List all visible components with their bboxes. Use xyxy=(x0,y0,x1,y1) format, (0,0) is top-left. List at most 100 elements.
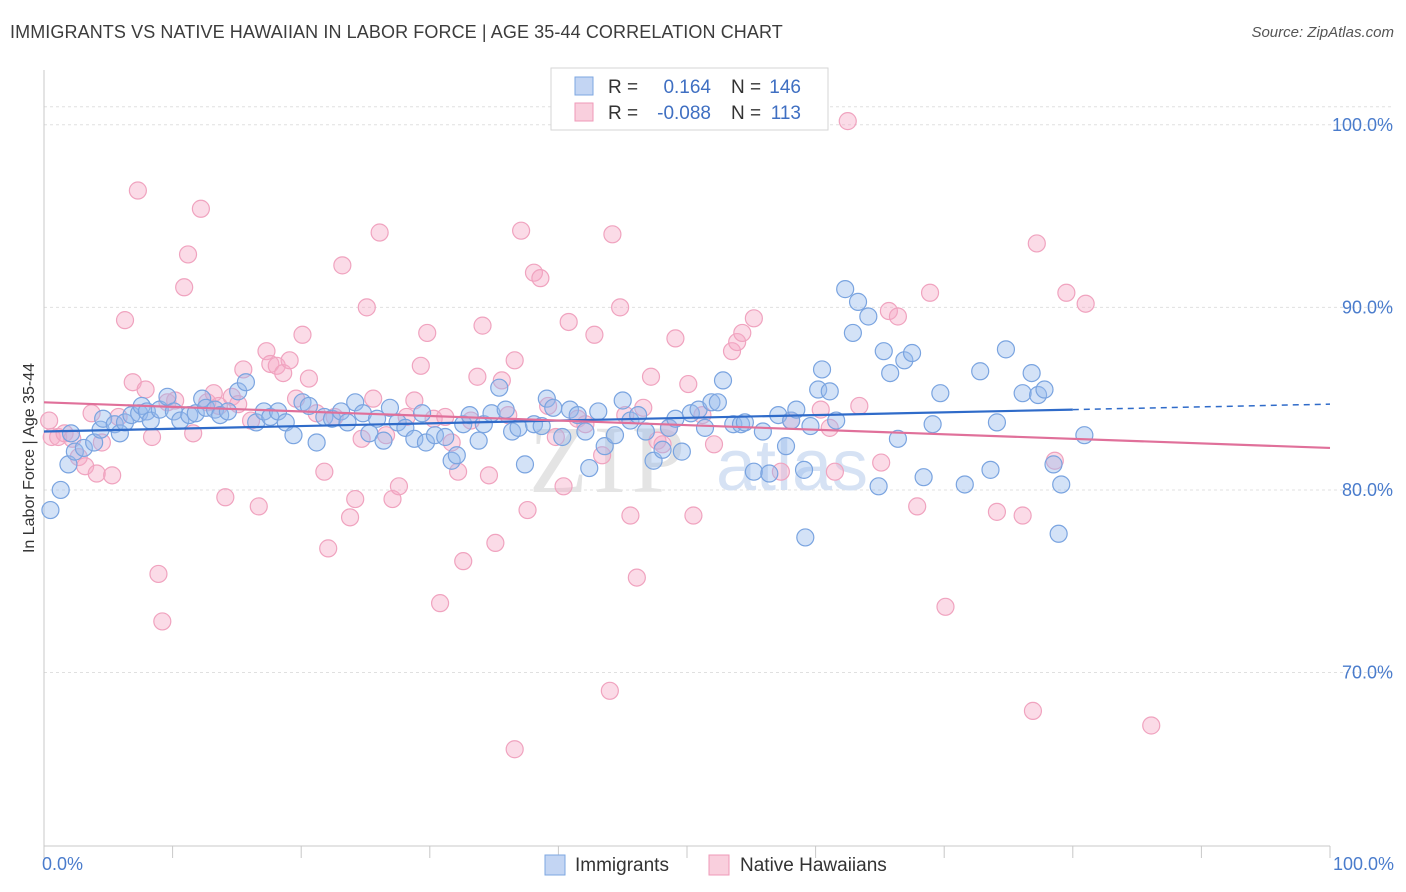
native-hawaiians-point-59 xyxy=(418,323,437,343)
native-hawaiians-point-108 xyxy=(820,418,839,437)
native-hawaiians-point-98 xyxy=(684,506,703,525)
native-hawaiians-point-0 xyxy=(40,411,59,430)
bottom-legend-label-native-hawaiians: Native Hawaiians xyxy=(740,855,887,876)
native-hawaiians-point-33 xyxy=(249,497,268,516)
immigrants-point-64 xyxy=(496,400,515,419)
immigrants-point-132 xyxy=(1035,380,1054,399)
native-hawaiians-point-15 xyxy=(136,380,155,399)
immigrants-point-37 xyxy=(299,396,319,416)
immigrants-point-85 xyxy=(653,440,672,459)
native-hawaiians-point-48 xyxy=(346,489,365,509)
immigrants-point-80 xyxy=(613,391,632,410)
native-hawaiians-point-119 xyxy=(1013,506,1032,525)
immigrants-point-4 xyxy=(65,442,84,461)
immigrants-point-126 xyxy=(981,460,1000,479)
native-hawaiians-point-113 xyxy=(879,301,899,321)
immigrants-point-123 xyxy=(931,384,950,403)
immigrants-point-104 xyxy=(787,400,806,419)
legend-r-value-native-hawaiians: -0.088 xyxy=(657,103,711,124)
immigrants-point-60 xyxy=(469,431,488,450)
native-hawaiians-point-124 xyxy=(1076,294,1095,313)
native-hawaiians-point-18 xyxy=(153,612,172,631)
native-hawaiians-point-127 xyxy=(505,740,524,759)
y-tick-labels: 70.0% 80.0% 90.0% 100.0% xyxy=(1332,115,1393,683)
native-hawaiians-point-115 xyxy=(908,497,927,516)
immigrants-point-35 xyxy=(284,426,303,445)
native-hawaiians-point-112 xyxy=(872,453,891,472)
native-hawaiians-point-10 xyxy=(103,466,122,485)
immigrants-point-8 xyxy=(94,409,113,428)
native-hawaiians-point-86 xyxy=(603,225,622,244)
immigrants-point-98 xyxy=(744,462,763,481)
native-hawaiians-point-52 xyxy=(370,223,389,242)
native-hawaiians-point-84 xyxy=(585,325,604,344)
immigrants-point-102 xyxy=(776,437,796,456)
immigrants-point-124 xyxy=(955,475,974,494)
native-hawaiians-point-75 xyxy=(518,500,537,520)
immigrants-point-56 xyxy=(442,451,461,470)
immigrants-point-116 xyxy=(874,342,893,361)
native-hawaiians-point-101 xyxy=(722,342,742,361)
immigrants-point-28 xyxy=(229,382,248,401)
native-hawaiians-point-51 xyxy=(364,389,383,408)
native-hawaiians-point-46 xyxy=(333,256,352,275)
immigrants-point-112 xyxy=(843,323,862,343)
native-hawaiians-point-38 xyxy=(280,351,299,370)
immigrants-point-99 xyxy=(753,422,772,441)
native-hawaiians-point-22 xyxy=(178,245,198,264)
immigrants-point-108 xyxy=(812,360,832,379)
native-hawaiians-point-114 xyxy=(888,307,908,326)
immigrants-point-5 xyxy=(74,438,93,458)
native-hawaiians-point-21 xyxy=(175,278,194,297)
immigrants-point-77 xyxy=(589,402,608,421)
immigrants-point-106 xyxy=(801,416,820,436)
immigrants-point-119 xyxy=(895,351,914,370)
native-hawaiians-point-118 xyxy=(987,502,1007,521)
immigrants-point-136 xyxy=(1049,524,1068,543)
immigrants-point-55 xyxy=(436,427,455,447)
native-hawaiians-point-17 xyxy=(149,564,168,584)
native-hawaiians-point-12 xyxy=(115,311,135,330)
bottom-legend: Immigrants Native Hawaiians xyxy=(544,854,887,876)
native-hawaiians-point-105 xyxy=(771,462,790,481)
immigrants-point-118 xyxy=(888,429,908,448)
immigrants-point-121 xyxy=(914,468,933,487)
native-hawaiians-point-125 xyxy=(1142,716,1161,735)
bottom-legend-swatch-native-hawaiians xyxy=(708,854,730,876)
y-tick-label-70: 70.0% xyxy=(1342,663,1393,683)
immigrants-trend-extension xyxy=(1072,403,1331,411)
legend-r-value-immigrants: 0.164 xyxy=(663,77,711,98)
immigrants-point-100 xyxy=(760,464,779,483)
native-hawaiians-point-123 xyxy=(1057,283,1076,302)
y-tick-label-100: 100.0% xyxy=(1332,115,1393,135)
native-hawaiians-point-58 xyxy=(411,356,430,375)
immigrants-point-29 xyxy=(236,373,256,392)
native-hawaiians-point-109 xyxy=(825,462,844,481)
immigrants-point-128 xyxy=(996,340,1016,359)
immigrants-point-27 xyxy=(218,402,237,421)
immigrants-point-1 xyxy=(51,480,70,500)
native-hawaiians-point-100 xyxy=(704,435,724,454)
chart-title: IMMIGRANTS VS NATIVE HAWAIIAN IN LABOR F… xyxy=(10,22,783,42)
y-tick-label-90: 90.0% xyxy=(1342,297,1393,317)
legend-n-label-native-hawaiians: N = xyxy=(731,103,761,124)
trend-lines xyxy=(43,401,1331,450)
native-hawaiians-point-73 xyxy=(505,351,524,370)
x-tick-label-max: 100.0% xyxy=(1333,854,1394,874)
native-hawaiians-point-111 xyxy=(850,396,869,416)
immigrants-point-72 xyxy=(553,427,572,447)
immigrants-point-58 xyxy=(454,415,473,434)
native-hawaiians-point-14 xyxy=(128,181,147,200)
immigrants-point-133 xyxy=(1044,455,1063,474)
native-hawaiians-point-117 xyxy=(936,597,955,616)
y-axis-label: In Labor Force | Age 35-44 xyxy=(21,363,38,553)
immigrants-point-75 xyxy=(576,422,595,441)
native-hawaiians-point-44 xyxy=(319,539,338,558)
immigrants-point-82 xyxy=(629,405,648,425)
immigrants-point-92 xyxy=(702,393,721,412)
native-hawaiians-point-89 xyxy=(621,506,640,525)
bottom-legend-swatch-immigrants xyxy=(544,854,566,876)
native-hawaiians-point-43 xyxy=(315,462,334,481)
native-hawaiians-point-110 xyxy=(838,112,857,131)
immigrants-point-105 xyxy=(794,460,814,479)
